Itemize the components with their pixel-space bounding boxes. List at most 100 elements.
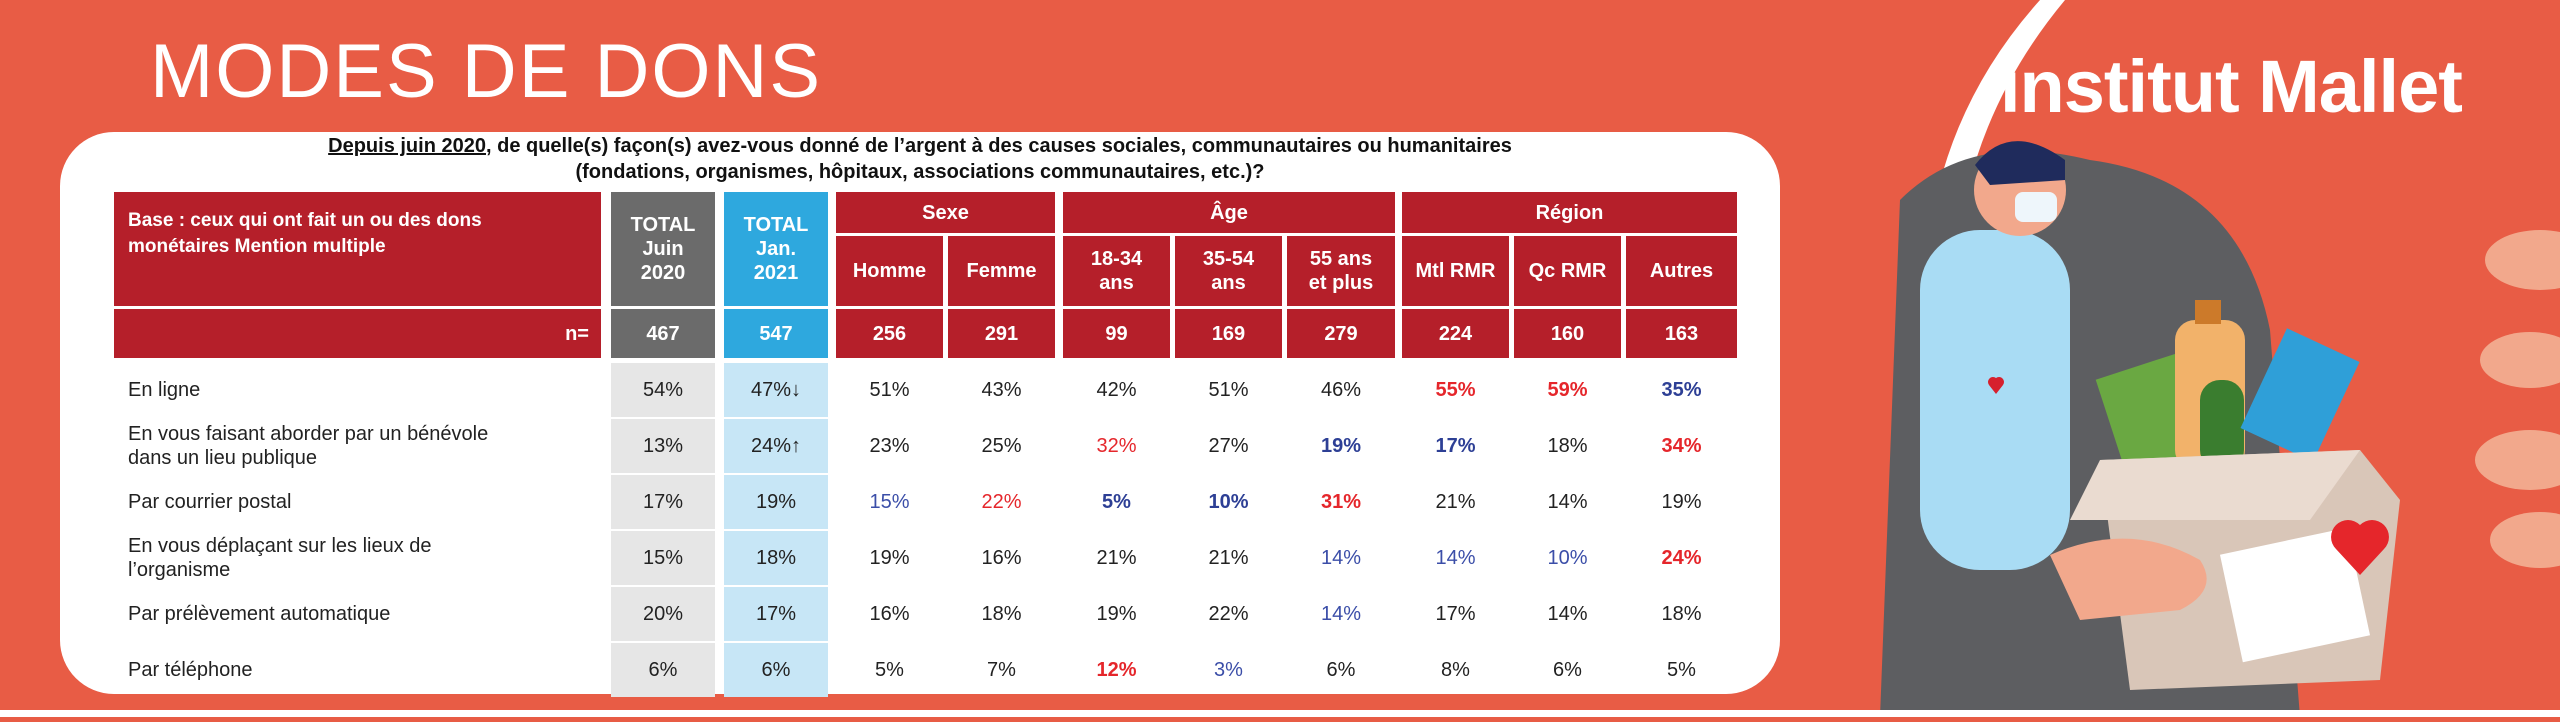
n-value: 279 (1287, 309, 1395, 358)
applause-hand-1 (2485, 230, 2560, 290)
table-cell: 16% (981, 546, 1022, 569)
table-cell: 21% (1208, 546, 1249, 569)
row-label: En vous déplaçant sur les lieux de l’org… (128, 535, 432, 581)
n-label: n= (114, 309, 601, 358)
table-cell: 17% (1435, 602, 1476, 625)
bottom-border (0, 710, 2560, 717)
table-cell: 24% (1661, 546, 1702, 569)
n-value: 224 (1402, 309, 1509, 358)
table-cell: 15% (869, 490, 910, 513)
table-cell: 14% (1547, 602, 1588, 625)
table-cell: 47%↓ (724, 363, 828, 417)
base-label: Base : ceux qui ont fait un ou des dons … (114, 192, 601, 306)
table-cell: 3% (1214, 658, 1243, 681)
n-value: 291 (948, 309, 1055, 358)
col-55-plus: 55 ans et plus (1287, 236, 1395, 306)
table-cell: 19% (1661, 490, 1702, 513)
group-sexe: Sexe (836, 192, 1055, 233)
total-2021-header: TOTAL Jan. 2021 (724, 192, 828, 306)
table-cell: 24%↑ (724, 419, 828, 473)
table-cell: 54% (611, 363, 715, 417)
table-cell: 22% (1208, 602, 1249, 625)
total-2020-header: TOTAL Juin 2020 (611, 192, 715, 306)
applause-hand-4 (2490, 512, 2560, 568)
face-mask (2015, 192, 2057, 222)
table-cell: 8% (1441, 658, 1470, 681)
table-cell: 51% (869, 378, 910, 401)
col-femme: Femme (948, 236, 1055, 306)
heart-icon (2331, 520, 2389, 575)
table-cell: 5% (1667, 658, 1696, 681)
row-label: Par téléphone (128, 659, 253, 681)
row-label: En ligne (128, 379, 201, 401)
table-cell: 19% (1320, 434, 1362, 457)
bottle-cap (2195, 300, 2221, 324)
table-cell: 59% (1547, 378, 1588, 401)
n-value: 256 (836, 309, 943, 358)
table-cell: 22% (981, 490, 1022, 513)
question-date: Depuis juin 2020 (328, 135, 486, 157)
question-text: , de quelle(s) façon(s) avez-vous donné … (485, 135, 1512, 157)
table-cell: 10% (1547, 546, 1588, 569)
person-hair (1975, 141, 2065, 185)
table-cell: 13% (611, 419, 715, 473)
table-cell: 18% (1661, 602, 1702, 625)
table-cell: 16% (869, 602, 910, 625)
col-homme: Homme (836, 236, 943, 306)
group-region: Région (1402, 192, 1737, 233)
table-cell: 55% (1435, 378, 1476, 401)
survey-question: Depuis juin 2020, de quelle(s) façon(s) … (0, 133, 1840, 185)
table-cell: 6% (1326, 658, 1356, 681)
n-value: 169 (1175, 309, 1282, 358)
table-cell: 18% (1547, 434, 1588, 457)
table-cell: 6% (724, 643, 828, 697)
table-cell: 19% (724, 475, 828, 529)
table-cell: 25% (981, 434, 1022, 457)
table-cell: 10% (1208, 490, 1249, 513)
table-cell: 23% (869, 434, 910, 457)
n-value: 467 (611, 309, 715, 358)
table-cell: 34% (1661, 434, 1702, 457)
n-value: 160 (1514, 309, 1621, 358)
table-cell: 42% (1096, 378, 1137, 401)
illustration-svg (1880, 0, 2560, 717)
table-cell: 35% (1661, 378, 1702, 401)
row-label: En vous faisant aborder par un bénévole … (128, 423, 489, 469)
table-cell: 51% (1208, 378, 1249, 401)
col-qc-rmr: Qc RMR (1514, 236, 1621, 306)
heart-pin-icon (1988, 376, 2004, 394)
col-autres: Autres (1626, 236, 1737, 306)
table-cell: 5% (875, 658, 904, 681)
table-cell: 27% (1208, 434, 1249, 457)
table-cell: 20% (611, 587, 715, 641)
box-flap (2070, 450, 2360, 520)
table-cell: 15% (611, 531, 715, 585)
table-cell: 6% (1553, 658, 1582, 681)
col-18-34: 18-34 ans (1063, 236, 1170, 306)
table-cell: 17% (1435, 434, 1476, 457)
cucumber (2200, 380, 2244, 470)
col-35-54: 35-54 ans (1175, 236, 1282, 306)
applause-hand-3 (2475, 430, 2560, 490)
table-cell: 46% (1320, 378, 1362, 401)
blue-item (2240, 328, 2360, 462)
table-cell: 17% (724, 587, 828, 641)
table-cell: 14% (1320, 546, 1362, 569)
envelope (2219, 527, 2371, 663)
table-cell: 12% (1096, 658, 1137, 681)
person-shirt (1920, 230, 2070, 570)
table-cell: 31% (1320, 490, 1362, 513)
brand-logo: institut Mallet (2000, 45, 2463, 128)
table-cell: 18% (724, 531, 828, 585)
col-mtl-rmr: Mtl RMR (1402, 236, 1509, 306)
table-cell: 14% (1547, 490, 1588, 513)
n-value: 547 (724, 309, 828, 358)
table-cell: 19% (869, 546, 910, 569)
question-text-line2: (fondations, organismes, hôpitaux, assoc… (575, 161, 1265, 183)
table-cell: 14% (1435, 546, 1476, 569)
table-cell: 7% (987, 658, 1016, 681)
donation-illustration (1840, 0, 2560, 717)
hand (2050, 538, 2207, 620)
table-cell: 19% (1096, 602, 1137, 625)
table-cell: 21% (1435, 490, 1476, 513)
